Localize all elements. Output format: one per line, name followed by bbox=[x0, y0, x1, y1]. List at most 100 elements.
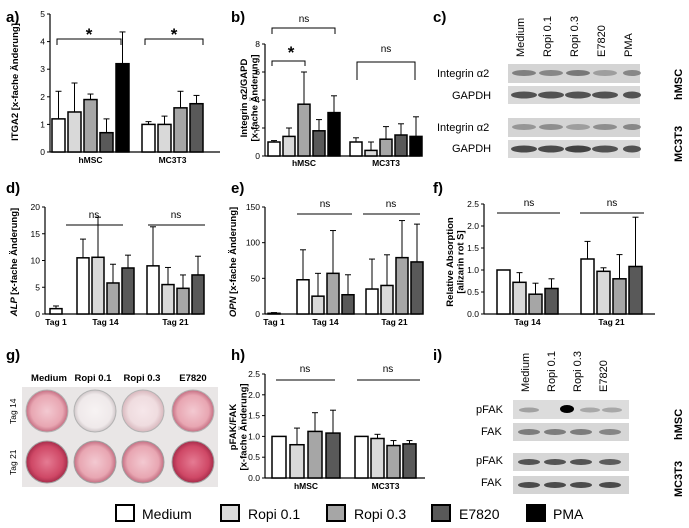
row-label-i-3: FAK bbox=[481, 477, 502, 489]
legend-label-pma: PMA bbox=[553, 506, 584, 522]
row-label-c-3: GAPDH bbox=[452, 143, 491, 155]
well bbox=[25, 440, 69, 484]
panel-label-i: i) bbox=[433, 347, 442, 364]
legend-swatch-e7820 bbox=[431, 504, 451, 522]
y-tick-label: 2.5 bbox=[248, 369, 260, 379]
lane-label-c-4: PMA bbox=[623, 33, 635, 58]
legend-label-medium: Medium bbox=[142, 506, 192, 522]
y-tick-label: 50 bbox=[251, 273, 261, 283]
bar bbox=[596, 270, 611, 315]
bar bbox=[189, 102, 204, 153]
y-axis-label: ALP [x-fache Änderung] bbox=[9, 208, 20, 317]
lane-label-c-0: Medium bbox=[515, 18, 527, 57]
bar bbox=[402, 443, 417, 479]
well bbox=[121, 389, 165, 433]
well-row-label-0: Tag 14 bbox=[8, 398, 18, 424]
bar bbox=[176, 287, 190, 315]
bar bbox=[76, 257, 90, 315]
category-label: Tag 1 bbox=[45, 317, 67, 327]
significance-label: ns bbox=[381, 44, 392, 55]
significance-label: ns bbox=[300, 364, 311, 375]
well-col-label-3: E7820 bbox=[179, 373, 206, 384]
y-tick-label: 15 bbox=[31, 229, 41, 239]
bar bbox=[341, 293, 355, 315]
bar bbox=[528, 293, 543, 315]
legend-swatch-ropi01 bbox=[220, 504, 240, 522]
category-label: hMSC bbox=[292, 158, 316, 168]
lane-label-c-3: E7820 bbox=[596, 25, 608, 57]
significance-label: ns bbox=[386, 199, 397, 210]
bar bbox=[380, 284, 394, 315]
significance-label: ns bbox=[299, 14, 310, 25]
bar bbox=[83, 98, 98, 153]
bar bbox=[267, 312, 281, 315]
y-axis-label: pFAK/FAK[x-fache Änderung] bbox=[228, 383, 249, 470]
significance-label: ns bbox=[89, 210, 100, 221]
bar bbox=[267, 141, 281, 157]
significance-bracket bbox=[144, 38, 204, 45]
well bbox=[73, 440, 117, 484]
panel-label-c: c) bbox=[433, 9, 446, 26]
bar bbox=[161, 283, 175, 315]
bar bbox=[612, 278, 627, 315]
row-label-i-2: pFAK bbox=[476, 455, 504, 467]
well bbox=[171, 440, 215, 484]
bar bbox=[91, 256, 105, 315]
category-label: Tag 21 bbox=[381, 317, 408, 327]
significance-label: * bbox=[171, 25, 178, 44]
bar bbox=[580, 258, 595, 315]
y-tick-label: 6 bbox=[255, 67, 260, 77]
bar bbox=[146, 265, 160, 315]
y-tick-label: 0 bbox=[35, 309, 40, 319]
y-tick-label: 0.5 bbox=[248, 452, 260, 462]
well-col-label-2: Ropi 0.3 bbox=[124, 373, 161, 384]
well bbox=[171, 389, 215, 433]
y-tick-label: 3 bbox=[40, 64, 45, 74]
significance-label: ns bbox=[524, 198, 535, 209]
legend-swatch-pma bbox=[526, 504, 546, 522]
panel-label-d: d) bbox=[6, 180, 20, 197]
bar bbox=[297, 103, 311, 157]
significance-label: ns bbox=[607, 198, 618, 209]
y-tick-label: 2.0 bbox=[248, 390, 260, 400]
significance-bracket bbox=[271, 27, 336, 34]
significance-label: * bbox=[288, 43, 295, 62]
significance-bracket bbox=[56, 38, 122, 45]
category-label: MC3T3 bbox=[372, 481, 400, 491]
bar bbox=[512, 281, 527, 315]
significance-label: * bbox=[86, 25, 93, 44]
y-tick-label: 10 bbox=[31, 256, 41, 266]
category-label: MC3T3 bbox=[372, 158, 400, 168]
y-tick-label: 1.0 bbox=[467, 265, 479, 275]
panel-label-g: g) bbox=[6, 347, 20, 364]
well bbox=[73, 389, 117, 433]
y-tick-label: 100 bbox=[246, 238, 260, 248]
chart-e: 0 50 100 150 OPN [x-fache Änderung] Tag 1 Tag … bbox=[228, 199, 424, 327]
panel-label-e: e) bbox=[231, 180, 244, 197]
blot-bands-i bbox=[518, 405, 622, 488]
bar bbox=[326, 272, 340, 315]
group-label-c-mc3t3: MC3T3 bbox=[673, 126, 685, 162]
lane-label-i-0: Medium bbox=[520, 353, 532, 392]
category-label: Tag 21 bbox=[598, 317, 625, 327]
row-label-c-0: Integrin α2 bbox=[437, 68, 489, 80]
significance-label: ns bbox=[383, 364, 394, 375]
group-label-c-hmsc: hMSC bbox=[673, 69, 685, 100]
y-tick-label: 5 bbox=[35, 282, 40, 292]
y-tick-label: 0.5 bbox=[467, 287, 479, 297]
legend-label-ropi03: Ropi 0.3 bbox=[354, 506, 406, 522]
bar bbox=[364, 149, 378, 157]
well-col-label-0: Medium bbox=[31, 373, 67, 384]
y-tick-label: 1.0 bbox=[248, 431, 260, 441]
bar bbox=[67, 111, 82, 153]
y-axis-label: ITGA2 [x-fache Änderung] bbox=[10, 23, 21, 141]
well bbox=[121, 440, 165, 484]
panel-label-f: f) bbox=[433, 180, 443, 197]
row-label-c-1: GAPDH bbox=[452, 90, 491, 102]
bar bbox=[106, 282, 120, 315]
y-tick-label: 4 bbox=[255, 95, 260, 105]
y-tick-label: 0 bbox=[255, 309, 260, 319]
bar bbox=[121, 267, 135, 315]
bar bbox=[628, 265, 643, 315]
